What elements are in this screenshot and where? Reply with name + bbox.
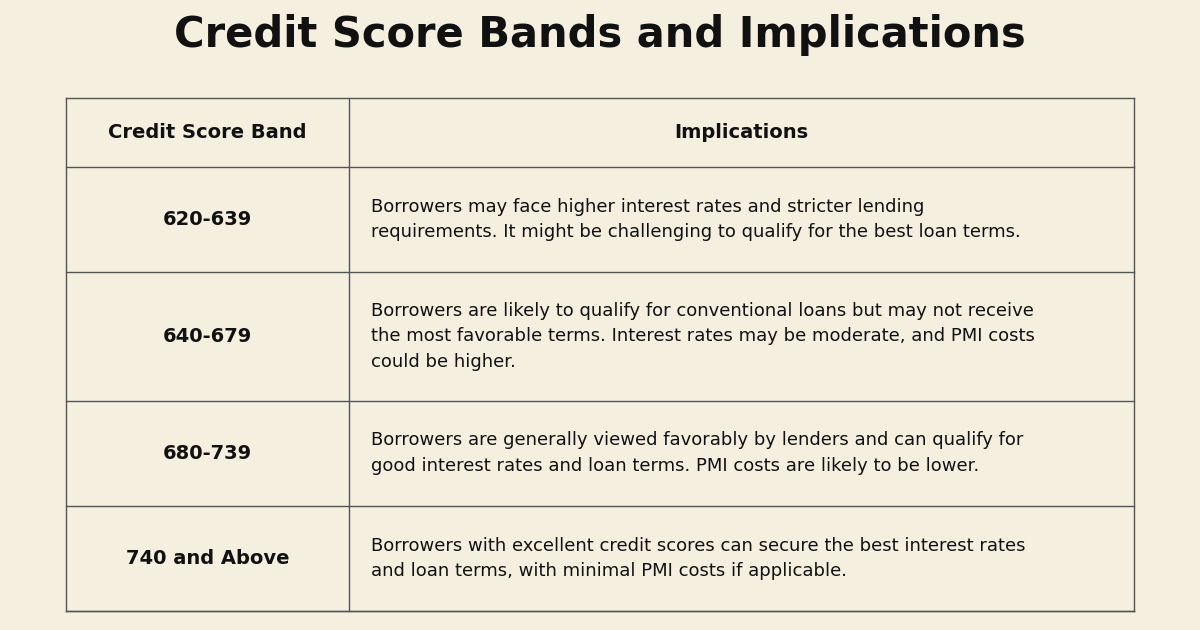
Text: 740 and Above: 740 and Above <box>126 549 289 568</box>
Text: Credit Score Bands and Implications: Credit Score Bands and Implications <box>174 14 1026 55</box>
Text: Borrowers may face higher interest rates and stricter lending
requirements. It m: Borrowers may face higher interest rates… <box>371 198 1020 241</box>
Text: 680-739: 680-739 <box>163 444 252 463</box>
Text: 640-679: 640-679 <box>163 327 252 346</box>
Text: Borrowers with excellent credit scores can secure the best interest rates
and lo: Borrowers with excellent credit scores c… <box>371 537 1025 580</box>
Text: Borrowers are generally viewed favorably by lenders and can qualify for
good int: Borrowers are generally viewed favorably… <box>371 432 1022 475</box>
Text: 620-639: 620-639 <box>163 210 252 229</box>
Text: Borrowers are likely to qualify for conventional loans but may not receive
the m: Borrowers are likely to qualify for conv… <box>371 302 1034 371</box>
Text: Implications: Implications <box>674 123 809 142</box>
Text: Credit Score Band: Credit Score Band <box>108 123 307 142</box>
